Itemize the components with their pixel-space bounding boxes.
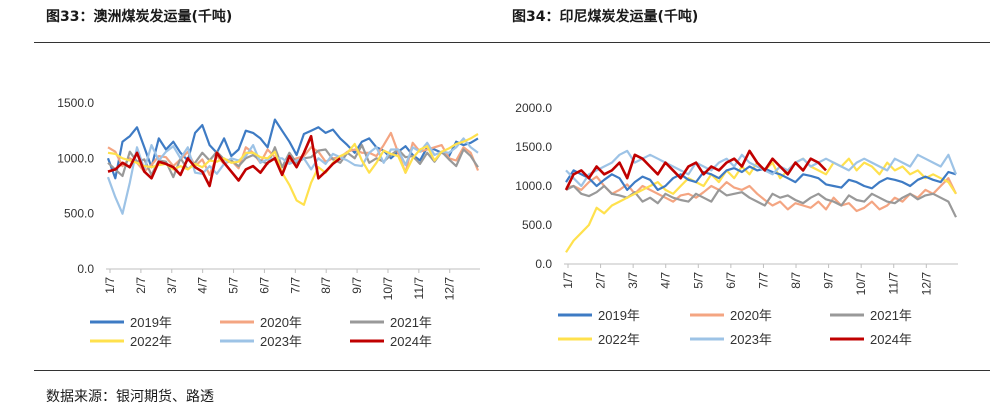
y-tick-label: 0.0 xyxy=(77,262,94,276)
legend-label: 2022年 xyxy=(598,332,640,347)
x-tick-label: 9/7 xyxy=(822,272,836,289)
x-tick-label: 11/7 xyxy=(412,277,426,300)
australia-coal-shipments-chart: 0.0 500.0 1000.0 1500.0 1/7 2/7 3/7 4/7 5/7 6/7 7/… xyxy=(57,96,480,349)
x-tick-label: 1/7 xyxy=(561,272,575,289)
x-tick-label: 5/7 xyxy=(227,277,241,294)
x-tick-label: 8/7 xyxy=(789,272,803,289)
legend-label: 2019年 xyxy=(598,308,640,323)
series-line-2021年 xyxy=(107,143,479,179)
legend-label: 2022年 xyxy=(130,334,172,349)
y-tick-label: 2000.0 xyxy=(515,101,552,115)
x-tick-label: 6/7 xyxy=(257,277,271,294)
top-divider xyxy=(34,42,990,43)
legend-label: 2019年 xyxy=(130,315,172,330)
source-note: 数据来源：银河期货、路透 xyxy=(46,389,214,405)
x-tick-label: 9/7 xyxy=(350,277,364,294)
legend-label: 2023年 xyxy=(730,332,772,347)
legend-label: 2021年 xyxy=(870,308,912,323)
series-line-2019年 xyxy=(106,118,479,180)
y-tick-label: 1500.0 xyxy=(57,96,94,110)
x-tick-label: 12/7 xyxy=(919,272,933,296)
bottom-divider xyxy=(34,370,990,371)
series-line-2024年 xyxy=(564,149,827,191)
series-line-2024年 xyxy=(107,134,341,188)
x-tick-label: 7/7 xyxy=(288,277,302,294)
x-tick-label: 11/7 xyxy=(887,272,901,295)
y-tick-label: 0.0 xyxy=(535,257,552,271)
y-tick-label: 1000.0 xyxy=(515,179,552,193)
x-tick-label: 12/7 xyxy=(443,277,457,301)
right-chart-title: 图34：印尼煤炭发运量(千吨) xyxy=(512,9,699,25)
x-tick-label: 5/7 xyxy=(691,272,705,289)
x-tick-label: 6/7 xyxy=(724,272,738,289)
legend-label: 2021年 xyxy=(390,315,432,330)
legend-label: 2024年 xyxy=(390,334,432,349)
x-tick-label: 3/7 xyxy=(626,272,640,289)
x-tick-label: 4/7 xyxy=(659,272,673,289)
legend-label: 2020年 xyxy=(730,308,772,323)
y-tick-label: 500.0 xyxy=(64,207,94,221)
x-tick-label: 10/7 xyxy=(854,272,868,296)
indonesia-coal-shipments-chart: 0.0 500.0 1000.0 1500.0 2000.0 1/7 2/7 3/7 4/7 5/… xyxy=(515,101,958,347)
left-chart-title: 图33：澳洲煤炭发运量(千吨) xyxy=(46,9,233,25)
x-tick-label: 3/7 xyxy=(165,277,179,294)
x-tick-label: 10/7 xyxy=(381,277,395,301)
series-line-2021年 xyxy=(565,184,957,218)
legend-label: 2020年 xyxy=(260,315,302,330)
x-tick-label: 4/7 xyxy=(196,277,210,294)
series-line-2020年 xyxy=(565,175,957,213)
y-tick-label: 1000.0 xyxy=(57,151,94,165)
x-tick-label: 7/7 xyxy=(756,272,770,289)
legend-label: 2023年 xyxy=(260,334,302,349)
y-tick-label: 500.0 xyxy=(522,218,552,232)
x-tick-label: 1/7 xyxy=(103,277,117,294)
x-tick-label: 2/7 xyxy=(134,277,148,294)
x-tick-label: 8/7 xyxy=(319,277,333,294)
x-tick-label: 2/7 xyxy=(594,272,608,289)
legend-label: 2024年 xyxy=(870,332,912,347)
y-tick-label: 1500.0 xyxy=(515,140,552,154)
series-line-2023年 xyxy=(565,149,958,188)
